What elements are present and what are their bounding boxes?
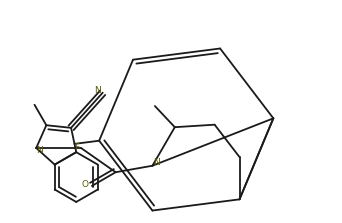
Text: F: F — [74, 143, 79, 152]
Text: N: N — [36, 146, 42, 155]
Text: N: N — [153, 158, 160, 167]
Text: O: O — [82, 180, 89, 190]
Text: N: N — [94, 86, 101, 95]
